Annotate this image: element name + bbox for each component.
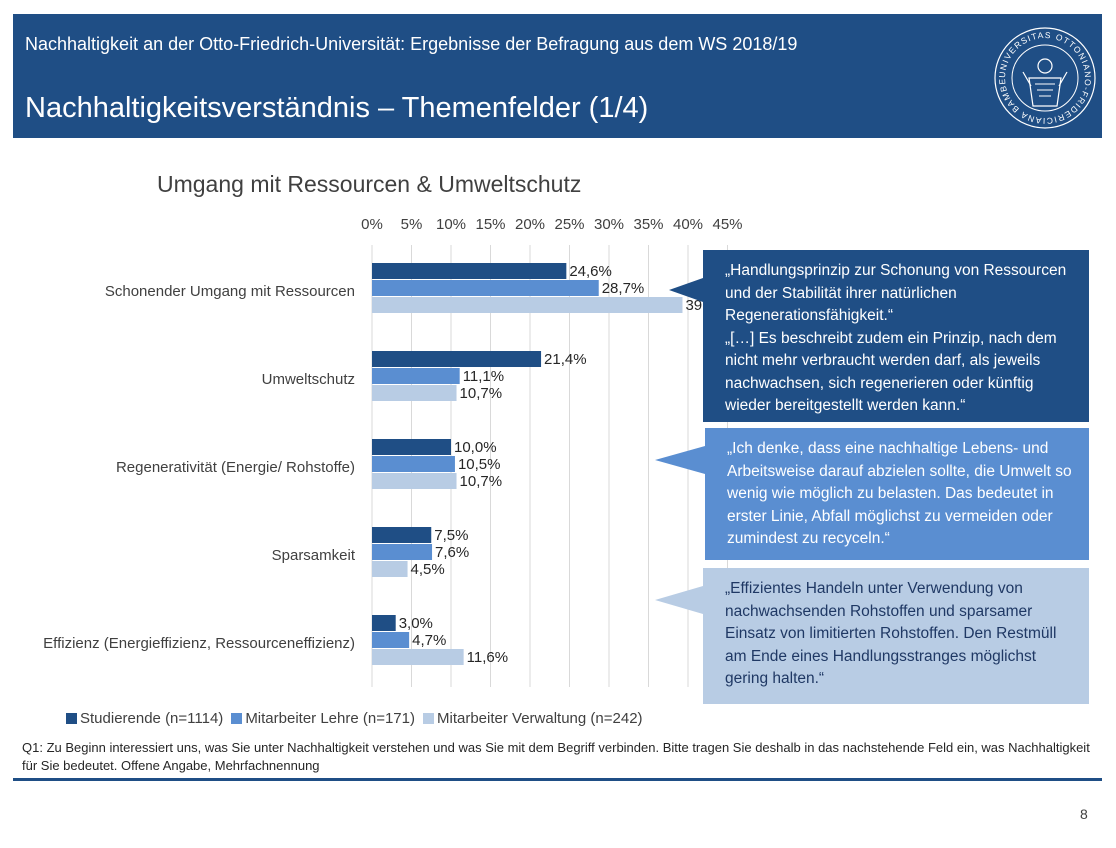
header-subtitle: Nachhaltigkeit an der Otto-Friedrich-Uni… xyxy=(25,34,798,54)
chart-title: Umgang mit Ressourcen & Umweltschutz xyxy=(157,171,582,197)
bar xyxy=(372,385,457,401)
data-label: 10,0% xyxy=(454,439,497,456)
slide-title: Nachhaltigkeitsverständnis – Themenfelde… xyxy=(25,92,649,124)
bar xyxy=(372,615,396,631)
legend-label: Mitarbeiter Lehre (n=171) xyxy=(245,710,415,727)
footer-divider xyxy=(13,778,1102,781)
data-label: 10,7% xyxy=(460,473,503,490)
legend-swatch xyxy=(423,713,434,724)
quote-callout-2: „Ich denke, dass eine nachhaltige Lebens… xyxy=(655,428,1089,560)
bar xyxy=(372,527,432,543)
bar xyxy=(372,368,460,384)
x-tick-label: 10% xyxy=(436,216,466,233)
x-tick-label: 45% xyxy=(712,216,742,233)
data-label: 11,6% xyxy=(467,649,508,666)
bar xyxy=(372,263,567,279)
data-label: 7,5% xyxy=(434,527,468,544)
bar xyxy=(372,351,542,367)
data-label: 21,4% xyxy=(544,351,587,368)
data-label: 7,6% xyxy=(435,544,469,561)
university-seal-logo: UNIVERSITAS OTTONIANO-FRIDERICIANA BAMBE… xyxy=(993,26,1096,129)
legend-label: Studierende (n=1114) xyxy=(80,710,224,727)
data-label: 28,7% xyxy=(602,280,645,297)
category-label: Umweltschutz xyxy=(262,371,355,388)
data-label: 11,1% xyxy=(463,368,504,385)
bar xyxy=(372,473,457,489)
data-label: 3,0% xyxy=(399,615,433,632)
data-label: 10,7% xyxy=(460,385,503,402)
data-label: 4,7% xyxy=(412,632,446,649)
quote-callout-3: „Effizientes Handeln unter Verwendung vo… xyxy=(655,568,1089,704)
bar xyxy=(372,632,410,648)
category-label: Regenerativität (Energie/ Rohstoffe) xyxy=(116,459,355,476)
category-label: Schonender Umgang mit Ressourcen xyxy=(105,283,355,300)
bar xyxy=(372,456,455,472)
bar xyxy=(372,649,464,665)
x-tick-label: 20% xyxy=(515,216,545,233)
category-label: Sparsamkeit xyxy=(272,547,356,564)
chart-legend: Studierende (n=1114) Mitarbeiter Lehre (… xyxy=(66,710,651,727)
question-footnote: Q1: Zu Beginn interessiert uns, was Sie … xyxy=(22,740,1090,773)
legend-swatch xyxy=(231,713,243,724)
data-label: 10,5% xyxy=(458,456,501,473)
callout-pointer xyxy=(669,278,703,302)
category-label: Effizienz (Energieffizienz, Ressourcenef… xyxy=(43,635,355,652)
callout-quote: „Handlungsprinzip zur Schonung von Resso… xyxy=(725,262,1067,324)
bar xyxy=(372,439,451,455)
x-tick-label: 35% xyxy=(633,216,663,233)
bar xyxy=(372,280,599,296)
x-tick-label: 25% xyxy=(554,216,584,233)
slide-header: Nachhaltigkeit an der Otto-Friedrich-Uni… xyxy=(13,14,1102,138)
bar xyxy=(372,544,433,560)
callout-quote: „Ich denke, dass eine nachhaltige Lebens… xyxy=(727,440,1072,547)
legend-swatch xyxy=(66,713,77,724)
x-tick-label: 15% xyxy=(475,216,505,233)
legend-item-verwaltung: Mitarbeiter Verwaltung (n=242) xyxy=(423,710,643,727)
callout-quote: „Effizientes Handeln unter Verwendung vo… xyxy=(725,580,1057,687)
x-tick-label: 0% xyxy=(361,216,383,233)
bar xyxy=(372,561,408,577)
callout-pointer xyxy=(655,446,705,474)
legend-label: Mitarbeiter Verwaltung (n=242) xyxy=(437,710,643,727)
callout-quote: „[…] Es beschreibt zudem ein Prinzip, na… xyxy=(725,329,1057,415)
bar-chart: 0% 5% 10% 15% 20% 25% 30% 35% 40% 45% Schonender U… xyxy=(43,216,743,687)
page-number: 8 xyxy=(1080,806,1088,822)
bar xyxy=(372,297,683,313)
x-tick-label: 5% xyxy=(401,216,423,233)
legend-item-lehre: Mitarbeiter Lehre (n=171) xyxy=(231,710,415,727)
x-tick-label: 40% xyxy=(673,216,703,233)
legend-item-studierende: Studierende (n=1114) xyxy=(66,710,223,727)
callout-pointer xyxy=(655,586,703,614)
quote-callout-1: „Handlungsprinzip zur Schonung von Resso… xyxy=(669,250,1089,422)
data-label: 4,5% xyxy=(411,561,445,578)
x-tick-label: 30% xyxy=(594,216,624,233)
data-label: 24,6% xyxy=(569,263,612,280)
